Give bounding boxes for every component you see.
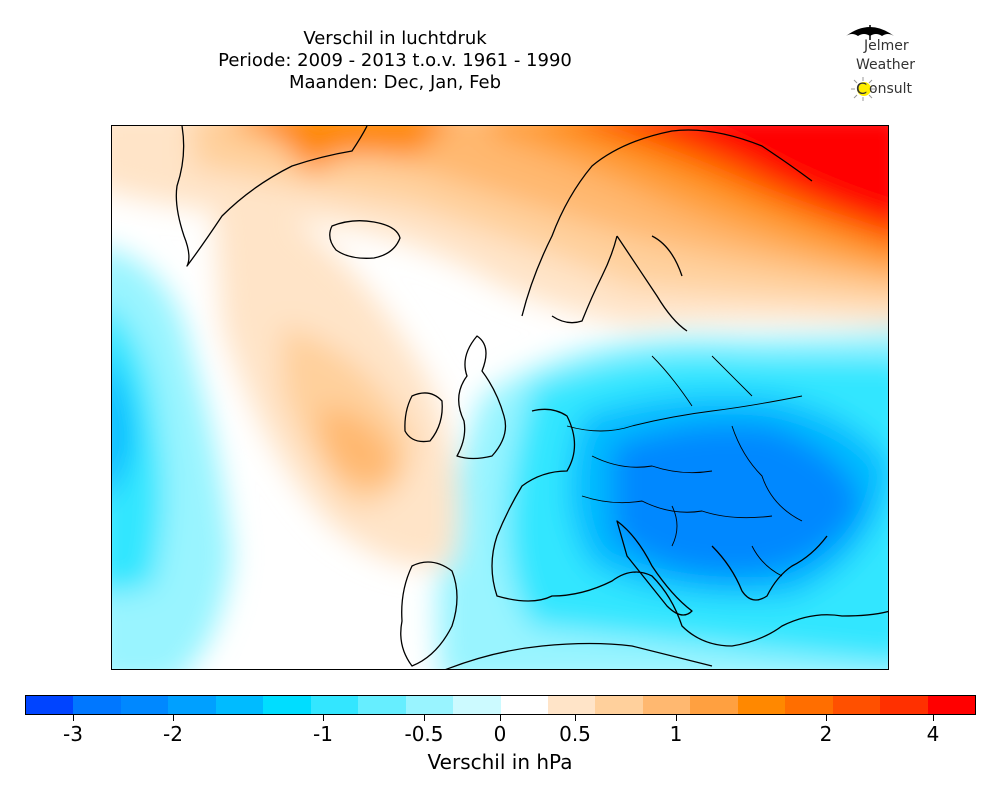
colorbar-tick-label: 1 — [669, 722, 683, 746]
colorbar-tick — [173, 715, 174, 721]
colorbar-tick-label: 0.5 — [559, 722, 591, 746]
arctic-high-field — [651, 126, 888, 224]
colorbar-tick — [73, 715, 74, 721]
pressure-anomaly-map — [112, 126, 888, 669]
colorbar-swatch — [215, 696, 264, 714]
umbrella-icon — [846, 25, 894, 40]
colorbar-swatch — [26, 696, 74, 714]
borders — [566, 355, 803, 577]
colorbar-swatch — [358, 696, 406, 714]
ireland-coast — [404, 392, 443, 443]
colorbar-tick — [424, 715, 425, 721]
iberia-coast — [400, 561, 458, 667]
colorbar-swatch — [500, 696, 548, 714]
colorbar-swatch — [263, 696, 311, 714]
colorbar-swatch — [785, 696, 833, 714]
greenland-coast — [175, 126, 368, 267]
title-line-2: Periode: 2009 - 2013 t.o.v. 1961 - 1990 — [218, 50, 572, 71]
colorbar-tick-label: 4 — [926, 722, 940, 746]
colorbar-swatch — [642, 696, 691, 714]
colorbar-tick — [575, 715, 576, 721]
logo-line-3-rest: onsult — [869, 81, 912, 97]
colorbar-tick-label: 0 — [493, 722, 507, 746]
colorbar-tick — [933, 715, 934, 721]
colorbar-tick-label: -2 — [163, 722, 183, 746]
colorbar-tick — [323, 715, 324, 721]
colorbar-swatch — [880, 696, 928, 714]
colorbar-swatch — [927, 696, 976, 714]
colorbar — [25, 695, 976, 715]
scandinavia-coast — [521, 129, 813, 332]
logo: Jelmer Weather C onsult — [840, 20, 940, 105]
logo-line-2: Weather — [856, 57, 915, 73]
colorbar-tick-label: 2 — [819, 722, 833, 746]
colorbar-tick — [676, 715, 677, 721]
colorbar-swatch — [832, 696, 881, 714]
colorbar-swatch — [73, 696, 121, 714]
balkans-coast — [711, 535, 828, 601]
colorbar-tick-label: -1 — [313, 722, 333, 746]
coastlines — [175, 126, 888, 669]
title-line-1: Verschil in luchtdruk — [303, 28, 487, 49]
colorbar-swatch — [168, 696, 216, 714]
map-panel — [111, 125, 889, 670]
colorbar-swatch — [690, 696, 738, 714]
europe-coast — [491, 408, 888, 647]
colorbar-swatch — [120, 696, 169, 714]
colorbar-tick — [500, 715, 501, 721]
colorbar-swatch — [310, 696, 359, 714]
italy-coast — [616, 520, 693, 616]
title-line-3: Maanden: Dec, Jan, Feb — [288, 72, 502, 93]
colorbar-label: Verschil in hPa — [427, 750, 573, 774]
iceland-coast — [329, 220, 401, 259]
chart-title: Verschil in luchtdruk Periode: 2009 - 20… — [145, 28, 645, 94]
logo-line-1: Jelmer — [864, 38, 909, 54]
colorbar-swatch — [405, 696, 454, 714]
colorbar-swatch — [595, 696, 643, 714]
colorbar-tick — [826, 715, 827, 721]
britain-coast — [456, 335, 507, 460]
colorbar-tick-label: -0.5 — [404, 722, 444, 746]
colorbar-tick-label: -3 — [63, 722, 83, 746]
africa-coast — [445, 642, 713, 669]
sun-icon — [851, 77, 875, 101]
colorbar-swatch — [547, 696, 596, 714]
colorbar-swatch — [453, 696, 501, 714]
colorbar-swatch — [737, 696, 786, 714]
logo-line-3-initial: C — [856, 79, 868, 98]
